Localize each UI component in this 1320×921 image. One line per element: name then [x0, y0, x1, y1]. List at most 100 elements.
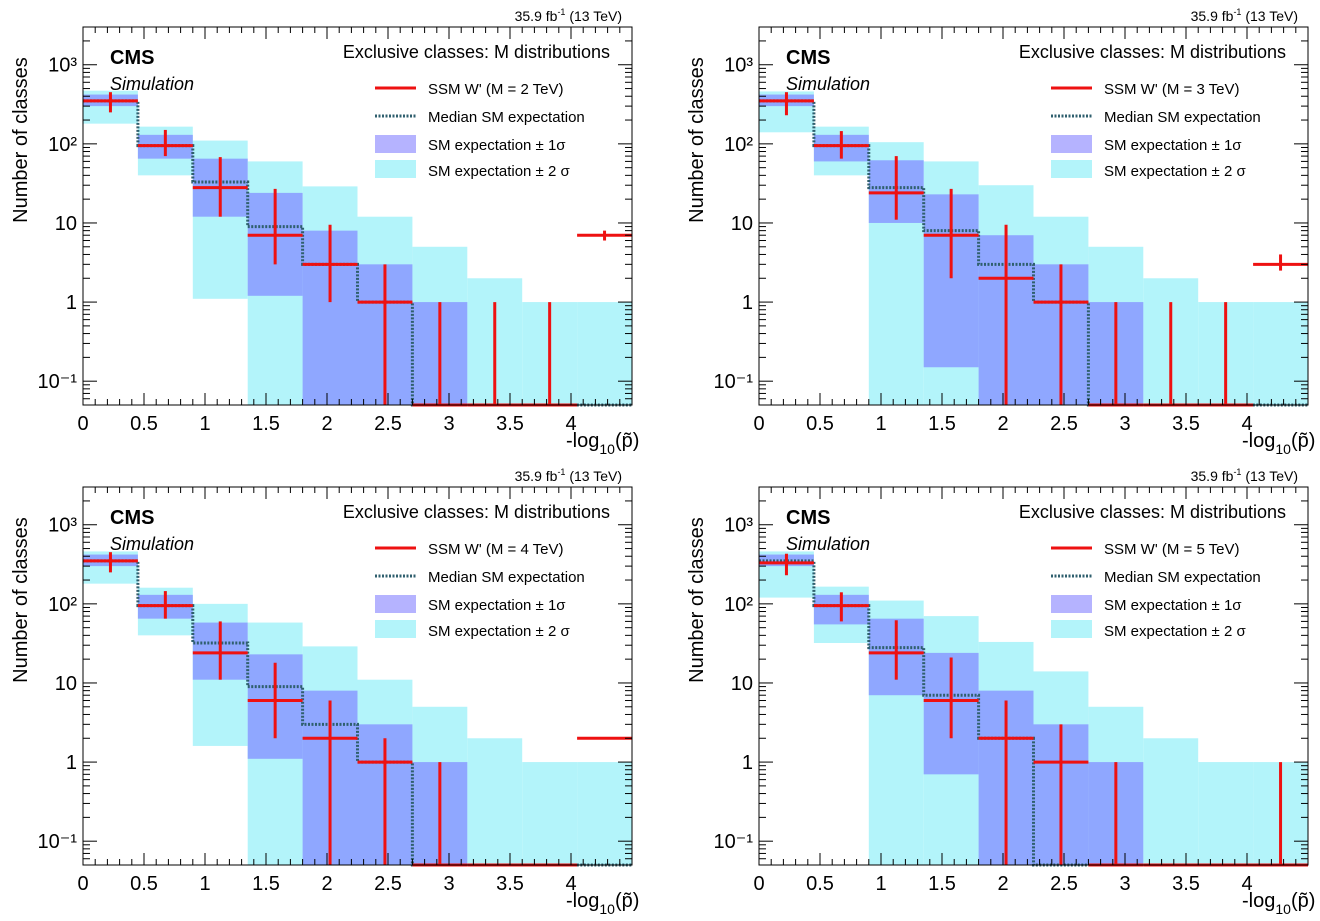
- legend-band1-symbol: [1051, 135, 1092, 153]
- legend-signal-label: SSM W' (M = 3 TeV): [1104, 81, 1240, 98]
- legend-band2-label: SM expectation ± 2 σ: [428, 623, 570, 640]
- y-tick-label: 10³: [48, 515, 77, 537]
- chart-panel-1: 35.9 fb-1 (13 TeV) CMS Simulation Exclus…: [0, 0, 660, 460]
- lumi-label: 35.9 fb-1 (13 TeV): [515, 467, 622, 484]
- x-tick-label: 1.5: [252, 413, 280, 435]
- x-tick-label: 0: [753, 873, 764, 895]
- legend-band2-symbol: [1051, 160, 1092, 178]
- cms-label: CMS: [110, 47, 154, 69]
- y-tick-label: 10⁻¹: [38, 371, 78, 393]
- y-tick-label: 10³: [48, 55, 77, 77]
- x-tick-label: 2: [321, 413, 332, 435]
- x-axis-title: -log10(p̃): [566, 430, 639, 457]
- plot-frame: [82, 486, 633, 866]
- x-tick-label: 3: [1119, 413, 1130, 435]
- x-tick-label: 1: [199, 413, 210, 435]
- legend-band1-symbol: [375, 135, 416, 153]
- y-tick-label: 10⁻¹: [38, 831, 78, 853]
- plot-frame: [758, 26, 1309, 406]
- legend-band2-symbol: [1051, 620, 1092, 638]
- cms-label: CMS: [786, 507, 830, 529]
- band-2sigma: [577, 762, 632, 865]
- axis-ticks: 0 0.5 1 1.5 2 2.5 3 3.5 4 10⁻¹ 1 10 10² 10³: [38, 26, 633, 435]
- band-2sigma: [577, 302, 632, 405]
- x-tick-label: 2: [997, 873, 1008, 895]
- y-tick-label: 1: [66, 752, 77, 774]
- chart-header: Exclusive classes: M distributions: [343, 42, 610, 62]
- y-tick-label: 10: [731, 673, 753, 695]
- x-tick-label: 3: [443, 413, 454, 435]
- x-axis-title: -log10(p̃): [1242, 430, 1315, 457]
- band-2sigma: [522, 762, 578, 865]
- x-tick-label: 4: [1241, 413, 1252, 435]
- x-tick-label: 2.5: [1050, 413, 1078, 435]
- y-tick-label: 10³: [724, 515, 753, 537]
- lumi-label: 35.9 fb-1 (13 TeV): [1191, 7, 1298, 24]
- chart-svg-2: 35.9 fb-1 (13 TeV) CMS Simulation Exclus…: [686, 7, 1315, 457]
- x-tick-label: 3: [443, 873, 454, 895]
- y-tick-label: 1: [742, 752, 753, 774]
- x-tick-label: 1: [199, 873, 210, 895]
- x-tick-label: 4: [565, 413, 576, 435]
- y-tick-label: 10²: [724, 134, 753, 156]
- y-tick-label: 10: [55, 213, 77, 235]
- legend: SSM W' (M = 2 TeV) Median SM expectation…: [375, 81, 585, 180]
- y-tick-label: 10⁻¹: [714, 371, 754, 393]
- y-axis-title: Number of classes: [686, 517, 708, 683]
- x-tick-label: 2.5: [1050, 873, 1078, 895]
- legend: SSM W' (M = 3 TeV) Median SM expectation…: [1051, 81, 1261, 180]
- x-tick-label: 0: [77, 873, 88, 895]
- axis-ticks: 0 0.5 1 1.5 2 2.5 3 3.5 4 10⁻¹ 1 10 10² 10³: [714, 26, 1309, 435]
- y-tick-label: 10: [55, 673, 77, 695]
- legend-signal-label: SSM W' (M = 4 TeV): [428, 541, 564, 558]
- legend-band2-label: SM expectation ± 2 σ: [1104, 623, 1246, 640]
- y-tick-label: 10³: [724, 55, 753, 77]
- x-tick-label: 1.5: [252, 873, 280, 895]
- x-tick-label: 1.5: [928, 413, 956, 435]
- band-2sigma: [1253, 302, 1308, 405]
- x-axis-title: -log10(p̃): [1242, 890, 1315, 917]
- y-axis-title: Number of classes: [10, 517, 32, 683]
- legend-median-label: Median SM expectation: [428, 109, 585, 126]
- simulation-label: Simulation: [786, 534, 870, 554]
- y-tick-label: 10²: [48, 594, 77, 616]
- simulation-label: Simulation: [786, 74, 870, 94]
- chart-svg-3: 35.9 fb-1 (13 TeV) CMS Simulation Exclus…: [10, 467, 639, 917]
- legend-band2-symbol: [375, 620, 416, 638]
- x-tick-label: 3.5: [1172, 873, 1200, 895]
- x-tick-label: 0.5: [130, 413, 158, 435]
- x-tick-label: 0: [77, 413, 88, 435]
- x-tick-label: 0.5: [806, 873, 834, 895]
- legend: SSM W' (M = 5 TeV) Median SM expectation…: [1051, 541, 1261, 640]
- y-tick-label: 10²: [724, 594, 753, 616]
- plot-area: [83, 90, 632, 407]
- legend-band1-label: SM expectation ± 1σ: [1104, 137, 1242, 154]
- legend-median-label: Median SM expectation: [1104, 569, 1261, 586]
- chart-header: Exclusive classes: M distributions: [1019, 502, 1286, 522]
- chart-panel-4: 35.9 fb-1 (13 TeV) CMS Simulation Exclus…: [676, 460, 1320, 920]
- x-tick-label: 3: [1119, 873, 1130, 895]
- y-axis-title: Number of classes: [10, 57, 32, 223]
- chart-svg-1: 35.9 fb-1 (13 TeV) CMS Simulation Exclus…: [10, 7, 639, 457]
- legend-band1-label: SM expectation ± 1σ: [428, 137, 566, 154]
- x-tick-label: 1: [875, 413, 886, 435]
- lumi-label: 35.9 fb-1 (13 TeV): [1191, 467, 1298, 484]
- y-tick-label: 10⁻¹: [714, 831, 754, 853]
- chart-svg-4: 35.9 fb-1 (13 TeV) CMS Simulation Exclus…: [686, 467, 1315, 917]
- band-2sigma: [467, 738, 523, 865]
- x-tick-label: 3.5: [496, 873, 524, 895]
- legend-median-label: Median SM expectation: [1104, 109, 1261, 126]
- legend-band1-symbol: [1051, 595, 1092, 613]
- band-2sigma: [1143, 738, 1199, 865]
- lumi-label: 35.9 fb-1 (13 TeV): [515, 7, 622, 24]
- x-tick-label: 2.5: [374, 413, 402, 435]
- x-axis-title: -log10(p̃): [566, 890, 639, 917]
- legend-band1-label: SM expectation ± 1σ: [1104, 597, 1242, 614]
- chart-panel-3: 35.9 fb-1 (13 TeV) CMS Simulation Exclus…: [0, 460, 660, 920]
- x-tick-label: 4: [1241, 873, 1252, 895]
- median-line: [759, 99, 1308, 407]
- legend-band2-label: SM expectation ± 2 σ: [1104, 163, 1246, 180]
- y-tick-label: 10: [731, 213, 753, 235]
- plot-frame: [758, 486, 1309, 866]
- cms-label: CMS: [110, 507, 154, 529]
